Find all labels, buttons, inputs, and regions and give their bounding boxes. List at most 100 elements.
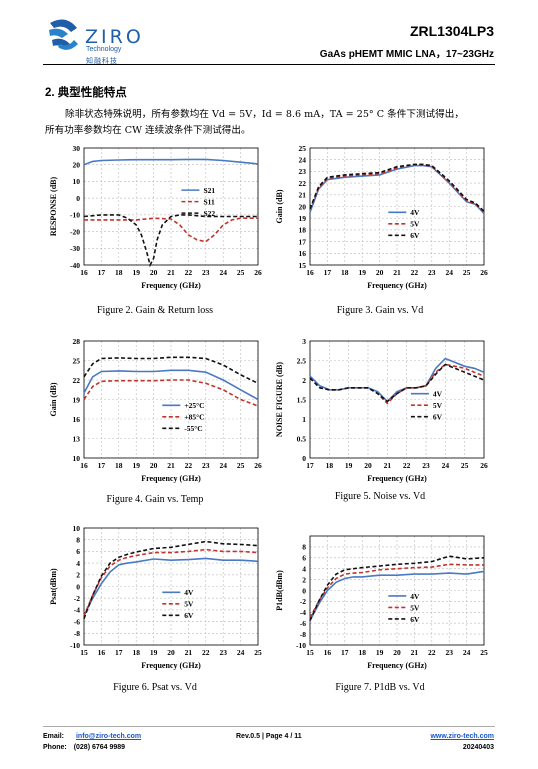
y-tick-label: -20 (70, 227, 80, 236)
y-tick-label: 6 (76, 547, 80, 556)
x-tick-label: 18 (115, 268, 123, 277)
y-tick-label: 1.5 (297, 395, 307, 404)
y-tick-label: 4 (302, 565, 306, 574)
series-line-S21 (83, 158, 259, 166)
series-line-5V (83, 548, 259, 617)
x-tick-label: 21 (393, 268, 401, 277)
y-tick-label: 0 (302, 454, 306, 463)
series-line-5V (309, 563, 484, 619)
legend-label: S22 (203, 209, 215, 218)
footer-page: Rev.0.5 | Page 4 / 11 (236, 733, 302, 740)
y-tick-label: 2 (76, 571, 80, 580)
series-line-S22 (83, 214, 258, 268)
y-tick-label: 2.5 (297, 356, 307, 365)
y-tick-label: 18 (299, 226, 307, 235)
y-tick-label: -4 (74, 606, 80, 615)
section-paragraph-1: 除非状态特殊说明，所有参数均在 Vd = 5V，Id = 8.6 mA，TA =… (65, 109, 464, 120)
x-tick-label: 25 (237, 461, 245, 470)
caption-fig2: Figure 2. Gain & Return loss (96, 305, 214, 316)
legend-label: 5V (410, 220, 420, 229)
x-tick-label: 18 (326, 461, 334, 470)
part-number: ZRL1304LP3 (409, 23, 494, 39)
y-tick-label: 0.5 (297, 434, 307, 443)
series-line-85C (83, 379, 259, 407)
series-line-4V (83, 557, 259, 617)
x-tick-label: 22 (411, 268, 419, 277)
series-line-55C (83, 356, 259, 385)
x-tick-label: 24 (219, 268, 227, 277)
x-tick-label: 16 (98, 648, 106, 657)
caption-fig7: Figure 7. P1dB vs. Vd (335, 682, 425, 693)
y-tick-label: 2 (302, 575, 306, 584)
y-tick-label: 1 (302, 415, 306, 424)
y-tick-label: 2 (302, 376, 306, 385)
x-tick-label: 16 (80, 461, 88, 470)
series-line-4V (309, 357, 485, 403)
caption-fig6: Figure 6. Psat vs. Vd (113, 682, 197, 693)
legend-label: 5V (433, 401, 443, 410)
footer-date: 20240403 (462, 744, 494, 751)
logo-chinese: 知融科技 (86, 58, 118, 65)
y-tick-label: 22 (299, 179, 307, 188)
footer-website-link[interactable]: www.ziro-tech.com (430, 733, 494, 740)
x-tick-label: 22 (428, 648, 436, 657)
x-tick-label: 22 (202, 648, 210, 657)
x-tick-label: 25 (237, 268, 245, 277)
caption-fig3: Figure 3. Gain vs. Vd (336, 305, 424, 316)
footer-divider (43, 726, 495, 727)
x-tick-label: 25 (463, 268, 471, 277)
y-tick-label: 10 (73, 454, 81, 463)
x-tick-label: 23 (219, 648, 227, 657)
x-tick-label: 24 (237, 648, 245, 657)
x-tick-label: 17 (98, 268, 106, 277)
y-tick-label: 0 (76, 582, 80, 591)
y-tick-label: 10 (73, 524, 81, 533)
series-line-4V (309, 570, 485, 621)
x-tick-label: 19 (150, 648, 158, 657)
legend-label: -55°C (184, 424, 202, 433)
y-tick-label: -10 (70, 211, 80, 220)
x-tick-label: 16 (306, 268, 314, 277)
x-axis-label: Frequency (GHz) (141, 281, 201, 290)
y-tick-label: 3 (302, 337, 306, 346)
x-tick-label: 22 (403, 461, 411, 470)
caption-fig5: Figure 5. Noise vs. Vd (334, 491, 426, 502)
footer-email-link[interactable]: info@ziro-tech.com (75, 733, 142, 740)
x-tick-label: 22 (185, 461, 193, 470)
x-tick-label: 23 (422, 461, 430, 470)
x-tick-label: 20 (150, 461, 158, 470)
y-tick-label: -10 (70, 641, 80, 650)
x-tick-label: 26 (480, 461, 488, 470)
y-tick-label: 13 (73, 434, 81, 443)
legend-label: S21 (203, 186, 215, 195)
plot-frame (83, 147, 259, 266)
x-tick-label: 24 (442, 461, 450, 470)
x-tick-label: 17 (98, 461, 106, 470)
y-tick-label: 21 (299, 191, 307, 200)
y-tick-label: 17 (299, 237, 307, 246)
x-tick-label: 22 (185, 268, 193, 277)
x-tick-label: 19 (358, 268, 366, 277)
y-tick-label: 19 (299, 214, 307, 223)
x-tick-label: 17 (341, 648, 349, 657)
x-tick-label: 25 (480, 648, 488, 657)
legend-label: 5V (410, 603, 420, 612)
series-line-6V (309, 363, 485, 403)
legend-label: 4V (184, 588, 194, 597)
plot-frame (309, 535, 485, 646)
series-line-6V (309, 163, 485, 212)
section-paragraph-2: 所有功率参数均在 CW 连续波条件下测试得出。 (45, 125, 251, 136)
x-tick-label: 26 (254, 268, 262, 277)
series-line-6V (309, 555, 485, 621)
legend-label: 6V (184, 611, 194, 620)
x-tick-label: 24 (219, 461, 227, 470)
x-tick-label: 18 (115, 461, 123, 470)
x-tick-label: 23 (202, 461, 210, 470)
y-tick-label: -10 (296, 641, 306, 650)
plot-frame (83, 527, 259, 646)
x-tick-label: 21 (185, 648, 193, 657)
